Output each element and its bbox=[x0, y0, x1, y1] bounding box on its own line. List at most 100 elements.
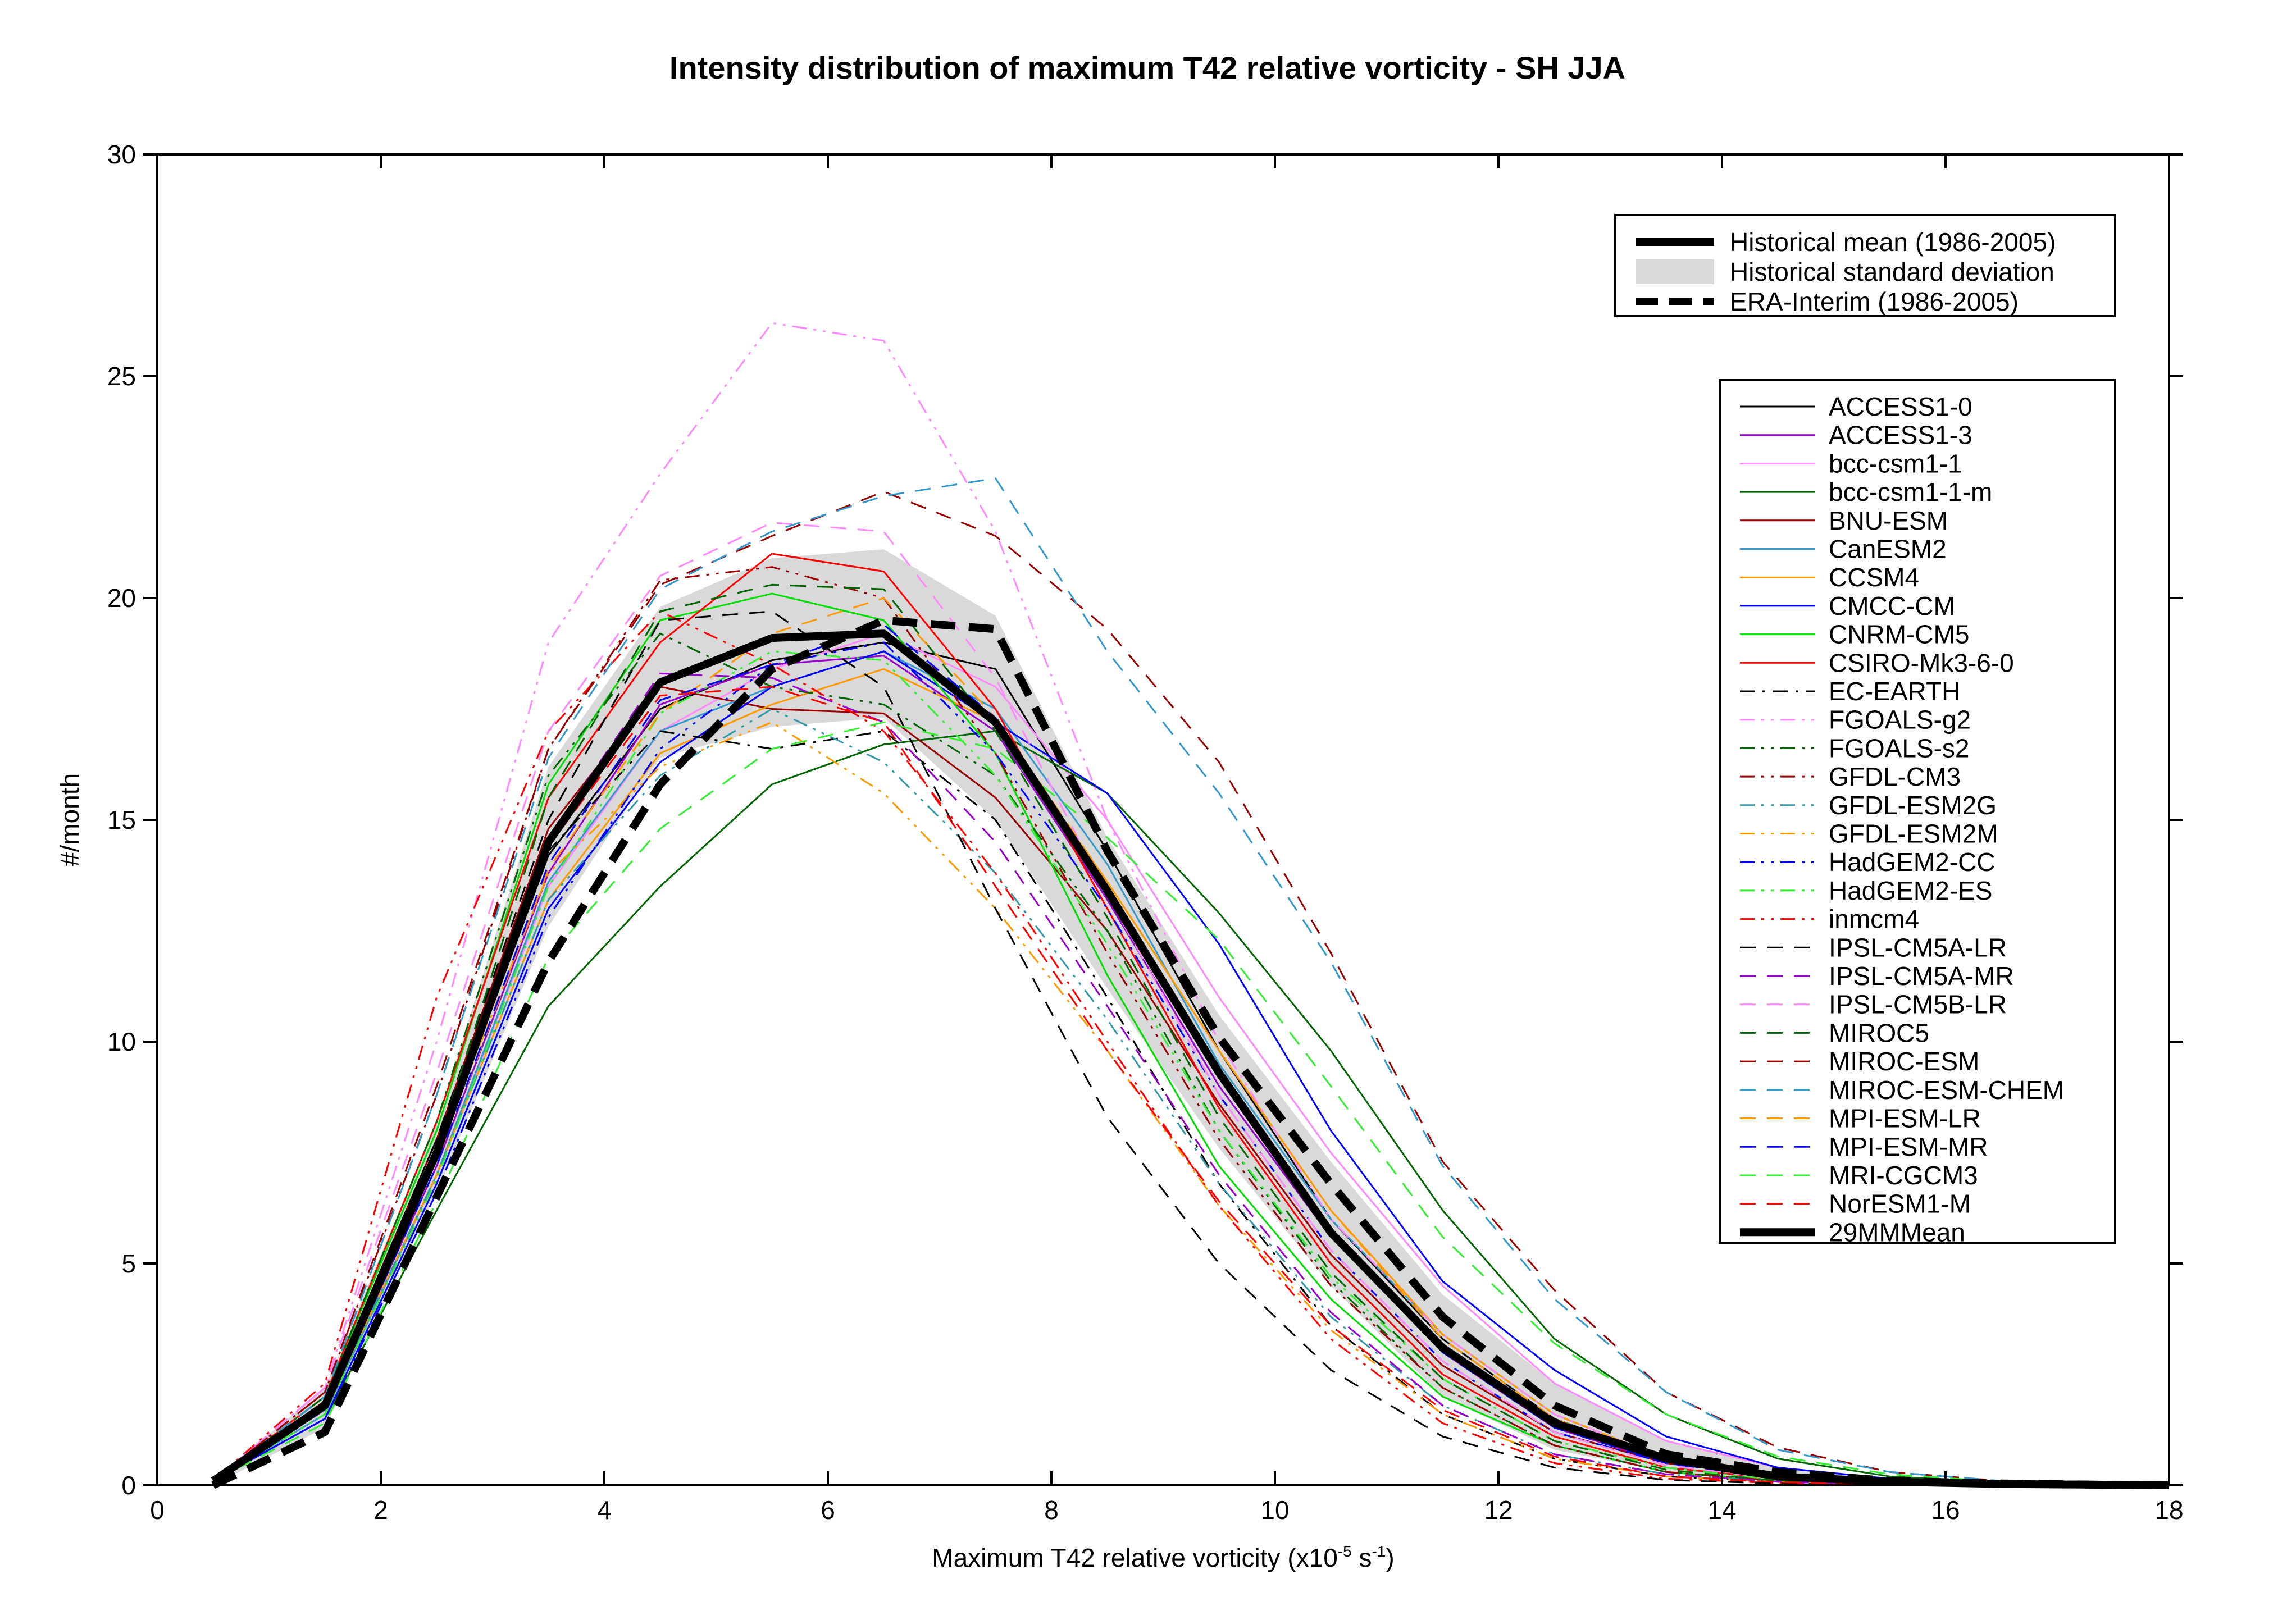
legend-label: inmcm4 bbox=[1829, 905, 1919, 934]
legend-item: HadGEM2-ES bbox=[1740, 876, 1992, 905]
y-tick-label: 10 bbox=[107, 1027, 136, 1056]
legend-item: HadGEM2-CC bbox=[1740, 847, 1996, 877]
legend-label: Historical standard deviation bbox=[1730, 257, 2054, 286]
legend-item: CMCC-CM bbox=[1740, 591, 1955, 621]
legend-item: MPI-ESM-LR bbox=[1740, 1104, 1981, 1133]
legend-label: BNU-ESM bbox=[1829, 506, 1948, 535]
y-axis: 0 5 10 15 20 25 30 bbox=[107, 140, 2183, 1500]
x-tick-label: 12 bbox=[1484, 1495, 1513, 1525]
legend-label: GFDL-ESM2M bbox=[1829, 819, 1998, 849]
legend-label: HadGEM2-ES bbox=[1829, 876, 1992, 905]
std-band-area bbox=[213, 549, 2169, 1485]
legend-item: MIROC5 bbox=[1740, 1018, 1929, 1047]
legend-item: IPSL-CM5A-MR bbox=[1740, 961, 2014, 991]
x-tick-label: 16 bbox=[1931, 1495, 1960, 1525]
legend-label: ACCESS1-0 bbox=[1829, 392, 1972, 421]
legend-label: ERA-Interim (1986-2005) bbox=[1730, 287, 2019, 316]
legend-label: FGOALS-s2 bbox=[1829, 733, 1970, 763]
legend-item: GFDL-ESM2M bbox=[1740, 819, 1998, 849]
legend-label: CNRM-CM5 bbox=[1829, 620, 1969, 649]
series-line-ipsl-cm5a-lr bbox=[212, 610, 2169, 1486]
legend-top: Historical mean (1986-2005)Historical st… bbox=[1614, 214, 2116, 317]
legend-item: CCSM4 bbox=[1740, 563, 1919, 592]
x-tick-label: 6 bbox=[821, 1495, 835, 1525]
legend-item: bcc-csm1-1-m bbox=[1740, 477, 1992, 507]
legend-label: NorESM1-M bbox=[1829, 1189, 1971, 1219]
legend-item: GFDL-CM3 bbox=[1740, 762, 1961, 791]
legend-item: 29MMMean bbox=[1740, 1217, 1965, 1247]
legend-item: IPSL-CM5A-LR bbox=[1740, 933, 2007, 962]
highlight-line-era-interim-1986-2005- bbox=[211, 616, 2170, 1489]
legend-item: NorESM1-M bbox=[1740, 1189, 1971, 1219]
legend-label: CSIRO-Mk3-6-0 bbox=[1829, 648, 2014, 677]
legend-swatch bbox=[1636, 259, 1714, 284]
legend-item: inmcm4 bbox=[1740, 905, 1919, 934]
x-tick-label: 4 bbox=[597, 1495, 612, 1525]
legend-item: MRI-CGCM3 bbox=[1740, 1161, 1978, 1190]
x-tick-label: 14 bbox=[1707, 1495, 1736, 1525]
legend-label: IPSL-CM5B-LR bbox=[1829, 990, 2007, 1019]
x-tick-label: 18 bbox=[2154, 1495, 2183, 1525]
legend-label: GFDL-CM3 bbox=[1829, 762, 1961, 791]
y-tick-label: 15 bbox=[107, 805, 136, 834]
series-line-miroc-esm-chem bbox=[212, 477, 2170, 1486]
legend-item: bcc-csm1-1 bbox=[1740, 449, 1962, 478]
legend-label: IPSL-CM5A-MR bbox=[1829, 961, 2014, 991]
series-line-ipsl-cm5a-mr bbox=[212, 672, 2169, 1486]
y-axis-label: #/month bbox=[55, 773, 84, 866]
y-tick-label: 25 bbox=[107, 362, 136, 391]
series-line-hadgem2-es bbox=[212, 650, 2169, 1486]
legend-item: GFDL-ESM2G bbox=[1740, 791, 1997, 820]
y-tick-label: 5 bbox=[121, 1249, 136, 1278]
legend-item: MIROC-ESM bbox=[1740, 1047, 1979, 1076]
series-line-ipsl-cm5b-lr bbox=[212, 522, 2169, 1486]
legend-top-item: Historical standard deviation bbox=[1636, 257, 2054, 286]
legend-label: MIROC-ESM bbox=[1829, 1047, 1979, 1076]
legend-label: CCSM4 bbox=[1829, 563, 1919, 592]
legend-label: GFDL-ESM2G bbox=[1829, 791, 1997, 820]
y-tick-label: 30 bbox=[107, 140, 136, 169]
legend-label: EC-EARTH bbox=[1829, 677, 1960, 706]
legend-item: CSIRO-Mk3-6-0 bbox=[1740, 648, 2014, 677]
legend-label: Historical mean (1986-2005) bbox=[1730, 227, 2056, 257]
legend-label: CMCC-CM bbox=[1829, 591, 1955, 621]
x-tick-label: 10 bbox=[1260, 1495, 1289, 1525]
legend-label: MIROC5 bbox=[1829, 1018, 1929, 1047]
legend-item: EC-EARTH bbox=[1740, 677, 1960, 706]
series-line-bcc-csm1-1-m bbox=[212, 730, 2170, 1486]
legend-models-box bbox=[1719, 379, 2116, 1244]
series-line-fgoals-g2 bbox=[212, 322, 2170, 1486]
legend-item: BNU-ESM bbox=[1740, 506, 1948, 535]
legend-label: CanESM2 bbox=[1829, 535, 1947, 564]
legend-item: FGOALS-s2 bbox=[1740, 733, 1970, 763]
legend-item: CanESM2 bbox=[1740, 535, 1947, 564]
legend-label: bcc-csm1-1-m bbox=[1829, 477, 1992, 507]
legend-item: MPI-ESM-MR bbox=[1740, 1132, 1988, 1161]
legend-item: FGOALS-g2 bbox=[1740, 705, 1971, 735]
legend-models: ACCESS1-0ACCESS1-3bcc-csm1-1bcc-csm1-1-m… bbox=[1719, 379, 2116, 1247]
chart-title: Intensity distribution of maximum T42 re… bbox=[669, 50, 1625, 85]
legend-label: bcc-csm1-1 bbox=[1829, 449, 1962, 478]
highlight-lines bbox=[211, 616, 2170, 1489]
legend-label: ACCESS1-3 bbox=[1829, 421, 1972, 450]
legend-item: ACCESS1-0 bbox=[1740, 392, 1972, 421]
y-tick-label: 0 bbox=[121, 1471, 136, 1500]
x-axis: 0 2 4 6 8 10 12 14 16 18 bbox=[150, 154, 2184, 1525]
legend-item: CNRM-CM5 bbox=[1740, 620, 1969, 649]
legend-label: MRI-CGCM3 bbox=[1829, 1161, 1978, 1190]
x-axis-label: Maximum T42 relative vorticity (x10-5 s-… bbox=[932, 1543, 1395, 1572]
legend-top-item: ERA-Interim (1986-2005) bbox=[1636, 287, 2019, 316]
plot-area: 0 2 4 6 8 10 12 14 16 18 0 5 10 15 20 25 30 bbox=[107, 140, 2184, 1525]
legend-label: IPSL-CM5A-LR bbox=[1829, 933, 2007, 962]
std-band bbox=[213, 549, 2169, 1485]
legend-label: 29MMMean bbox=[1829, 1217, 1965, 1247]
y-tick-label: 20 bbox=[107, 583, 136, 613]
x-tick-label: 2 bbox=[373, 1495, 388, 1525]
x-tick-label: 8 bbox=[1044, 1495, 1059, 1525]
x-tick-label: 0 bbox=[150, 1495, 165, 1525]
legend-label: FGOALS-g2 bbox=[1829, 705, 1971, 735]
legend-item: ACCESS1-3 bbox=[1740, 421, 1972, 450]
legend-top-item: Historical mean (1986-2005) bbox=[1636, 227, 2056, 257]
legend-label: HadGEM2-CC bbox=[1829, 847, 1996, 877]
legend-label: MPI-ESM-LR bbox=[1829, 1104, 1981, 1133]
